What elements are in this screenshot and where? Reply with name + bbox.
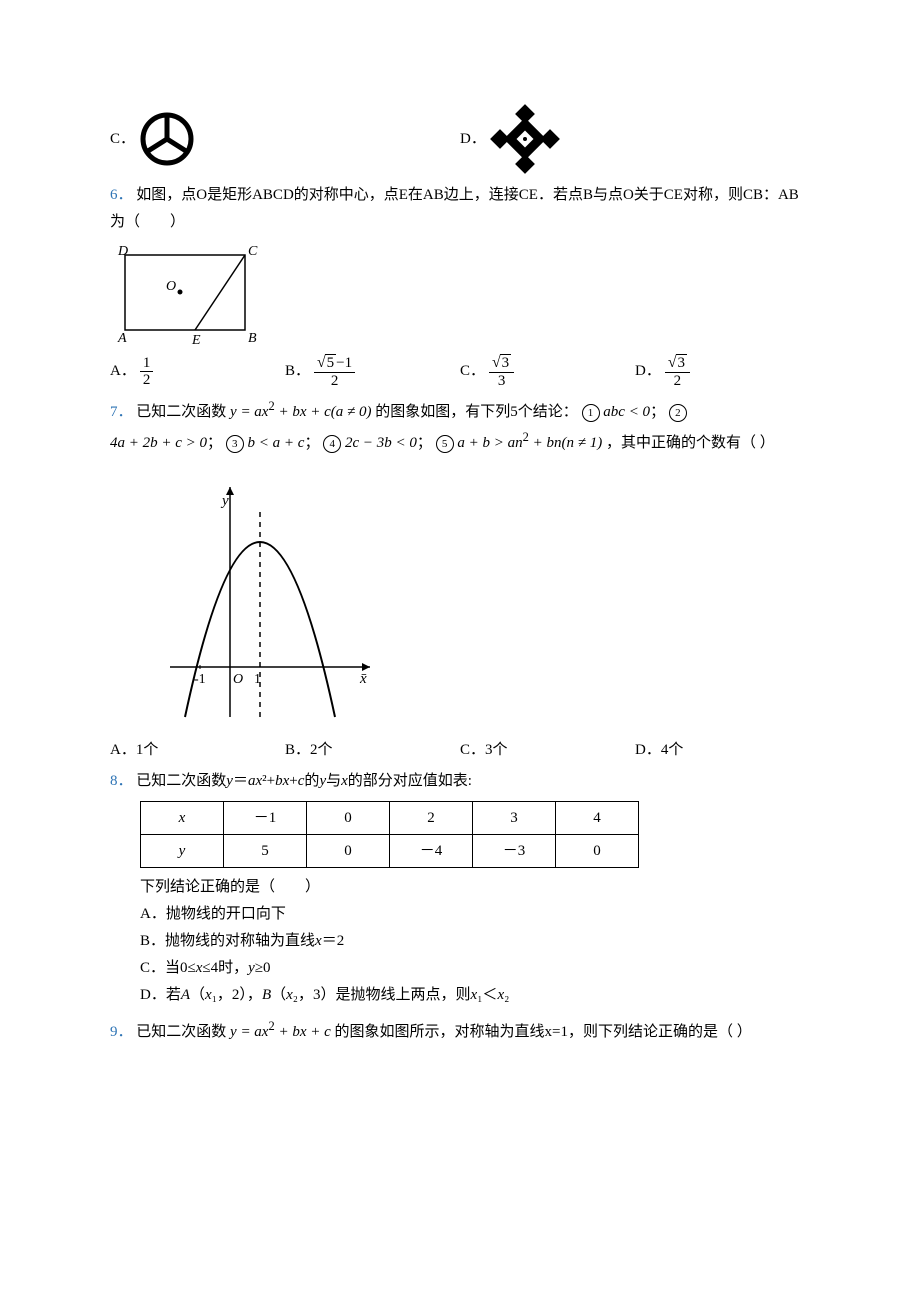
rectangle-diagram: D C A B E O bbox=[110, 240, 270, 350]
table-cell: 4 bbox=[556, 802, 639, 835]
question-text-mid: 的图象如图，有下列5个结论： bbox=[375, 404, 578, 420]
table-row: y 5 0 －4 －3 0 bbox=[141, 835, 639, 868]
table-cell: －4 bbox=[390, 835, 473, 868]
svg-text:B: B bbox=[248, 331, 257, 346]
svg-text:E: E bbox=[191, 333, 201, 348]
option-label: C． bbox=[460, 358, 485, 385]
circled-5: 5 bbox=[436, 435, 454, 453]
question-number: 6． bbox=[110, 187, 133, 203]
table-cell: －3 bbox=[473, 835, 556, 868]
option-label: D． bbox=[635, 358, 661, 385]
question-text-pre: 已知二次函数 bbox=[136, 404, 230, 420]
q6-option-d[interactable]: D． √3 2 bbox=[635, 354, 810, 389]
table-cell: 5 bbox=[224, 835, 307, 868]
q7-option-d[interactable]: D．4个 bbox=[635, 737, 810, 764]
q8-option-b[interactable]: B．抛物线的对称轴为直线x＝2 bbox=[110, 928, 810, 955]
q8-option-d[interactable]: D．若A（x₁，2），B（x₂，3）是抛物线上两点，则x₁＜x₂ bbox=[110, 982, 810, 1009]
table-cell: x bbox=[141, 802, 224, 835]
svg-text:C: C bbox=[248, 244, 258, 259]
data-table: x －1 0 2 3 4 y 5 0 －4 －3 0 bbox=[140, 801, 639, 868]
question-7: 7． 已知二次函数 y = ax2 + bx + c(a ≠ 0) 的图象如图，… bbox=[110, 395, 810, 457]
q5-option-c[interactable]: C． bbox=[110, 104, 460, 174]
svg-text:O: O bbox=[233, 672, 243, 687]
question-formula: y = ax2 + bx + c(a ≠ 0) bbox=[230, 404, 371, 420]
svg-text:x̄: x̄ bbox=[359, 671, 367, 687]
stmt-2: 4a + 2b + c > 0 bbox=[110, 435, 207, 451]
q6-options: A． 1 2 B． √5−1 2 C． √3 3 D． √3 2 bbox=[110, 354, 810, 389]
option-label: A． bbox=[110, 358, 136, 385]
q7-option-b[interactable]: B．2个 bbox=[285, 737, 460, 764]
table-cell: 0 bbox=[556, 835, 639, 868]
question-9: 9． 已知二次函数 y = ax2 + bx + c 的图象如图所示，对称轴为直… bbox=[110, 1015, 810, 1046]
stmt-4: 2c − 3b < 0 bbox=[345, 435, 417, 451]
svg-text:A: A bbox=[117, 331, 127, 346]
circled-4: 4 bbox=[323, 435, 341, 453]
fraction: 1 2 bbox=[140, 355, 154, 389]
diamond-cross-icon bbox=[490, 104, 560, 174]
q6-option-a[interactable]: A． 1 2 bbox=[110, 354, 285, 389]
circled-3: 3 bbox=[226, 435, 244, 453]
question-text-end: ，其中正确的个数有（ ） bbox=[606, 435, 775, 451]
q8-followup: 下列结论正确的是（ ） bbox=[110, 874, 810, 901]
table-row: x －1 0 2 3 4 bbox=[141, 802, 639, 835]
question-text-pre: 已知二次函数 bbox=[136, 1024, 230, 1040]
stmt-5: a + b > an2 + bn(n ≠ 1) bbox=[457, 435, 602, 451]
option-label: C． bbox=[110, 126, 135, 153]
question-text-mid: 的图象如图所示，对称轴为直线x=1，则下列结论正确的是（ ） bbox=[335, 1024, 752, 1040]
table-cell: －1 bbox=[224, 802, 307, 835]
svg-text:1: 1 bbox=[254, 672, 261, 687]
svg-text:D: D bbox=[117, 244, 128, 259]
circled-1: 1 bbox=[582, 404, 600, 422]
q7-option-c[interactable]: C．3个 bbox=[460, 737, 635, 764]
option-label: D． bbox=[460, 126, 486, 153]
fraction: √3 2 bbox=[665, 354, 690, 389]
question-6: 6． 如图，点O是矩形ABCD的对称中心，点E在AB边上，连接CE．若点B与点O… bbox=[110, 182, 810, 236]
table-cell: 2 bbox=[390, 802, 473, 835]
q5-option-d[interactable]: D． bbox=[460, 104, 810, 174]
question-text: 已知二次函数y＝ax²+bx+c的y与x的部分对应值如表: bbox=[136, 773, 472, 789]
question-number: 8． bbox=[110, 773, 133, 789]
q7-options: A．1个 B．2个 C．3个 D．4个 bbox=[110, 737, 810, 764]
table-cell: 3 bbox=[473, 802, 556, 835]
q5-options-cd: C． D． bbox=[110, 104, 810, 174]
question-number: 9． bbox=[110, 1024, 133, 1040]
q8-option-a[interactable]: A．抛物线的开口向下 bbox=[110, 901, 810, 928]
q7-option-a[interactable]: A．1个 bbox=[110, 737, 285, 764]
stmt-1: abc < 0 bbox=[603, 404, 650, 420]
q6-option-b[interactable]: B． √5−1 2 bbox=[285, 354, 460, 389]
question-formula: y = ax2 + bx + c bbox=[230, 1024, 331, 1040]
table-cell: 0 bbox=[307, 802, 390, 835]
svg-text:O: O bbox=[166, 279, 176, 294]
question-text: 如图，点O是矩形ABCD的对称中心，点E在AB边上，连接CE．若点B与点O关于C… bbox=[110, 187, 799, 230]
q8-option-c[interactable]: C．当0≤x≤4时，y≥0 bbox=[110, 955, 810, 982]
mercedes-logo-icon bbox=[139, 111, 195, 167]
stmt-3: b < a + c bbox=[248, 435, 305, 451]
parabola-graph: y x̄ O -1 1 bbox=[150, 467, 390, 727]
question-number: 7． bbox=[110, 404, 133, 420]
svg-text:-1: -1 bbox=[194, 672, 206, 687]
svg-text:y: y bbox=[220, 493, 229, 509]
option-label: B． bbox=[285, 358, 310, 385]
question-8: 8． 已知二次函数y＝ax²+bx+c的y与x的部分对应值如表: bbox=[110, 768, 810, 795]
fraction: √5−1 2 bbox=[314, 354, 355, 389]
table-cell: y bbox=[141, 835, 224, 868]
q6-option-c[interactable]: C． √3 3 bbox=[460, 354, 635, 389]
circled-2: 2 bbox=[669, 404, 687, 422]
table-cell: 0 bbox=[307, 835, 390, 868]
fraction: √3 3 bbox=[489, 354, 514, 389]
